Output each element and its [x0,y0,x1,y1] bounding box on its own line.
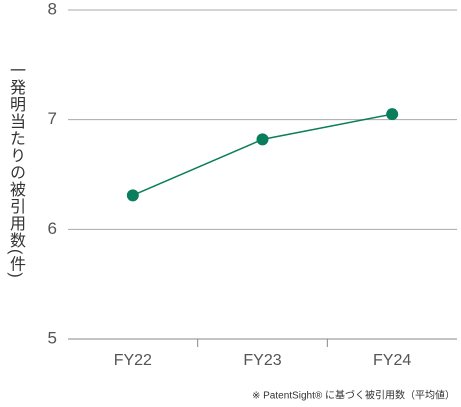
footnote: ※ PatentSight® に基づく被引用数（平均値） [252,389,455,402]
x-tick-label: FY24 [373,352,411,369]
y-tick-label: 5 [48,328,57,347]
y-tick-label: 8 [48,0,57,18]
y-tick-label: 7 [48,109,57,128]
x-tick-label: FY22 [114,352,152,369]
y-tick-label: 6 [48,219,57,238]
y-axis-label: 一発明当たりの被引用数(件) [7,62,24,279]
line [132,113,393,197]
point [256,133,269,146]
point [386,108,399,121]
x-tick-label: FY23 [243,352,281,369]
point [126,189,139,202]
